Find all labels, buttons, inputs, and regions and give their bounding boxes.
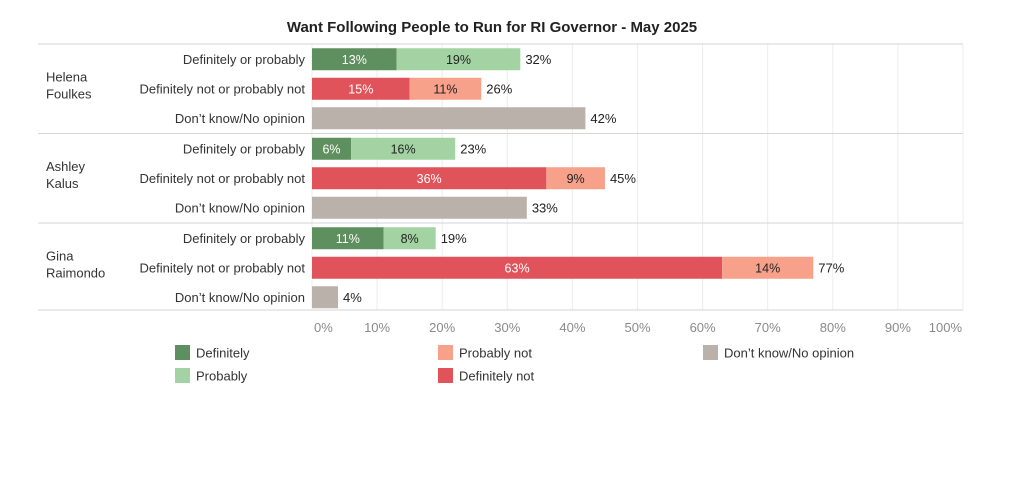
bar-segment <box>312 227 384 250</box>
group-label: Gina Raimondo <box>46 248 105 280</box>
row-category-label: Don’t know/No opinion <box>175 200 305 215</box>
total-label: 23% <box>460 141 486 156</box>
bar-segment <box>312 77 410 100</box>
total-label: 19% <box>441 231 467 246</box>
legend: Definitely Probably Probably not Definitely… <box>175 345 854 384</box>
row-category-label: Definitely or probably <box>183 231 306 246</box>
total-label: 32% <box>525 52 551 67</box>
group-label-line: Kalus <box>46 176 79 191</box>
bar-segment <box>312 107 586 130</box>
row-category-label: Definitely not or probably not <box>140 81 306 96</box>
x-axis: 0% 10% 20% 30% 40% 50% 60% 70% 80% 90% 100% <box>314 320 962 335</box>
group-label-line: Foulkes <box>46 86 92 101</box>
segment-label: 19% <box>446 53 471 67</box>
x-tick-label: 50% <box>624 320 650 335</box>
segment-label: 14% <box>755 261 780 275</box>
group-label-line: Raimondo <box>46 265 105 280</box>
row-category-label: Definitely or probably <box>183 52 306 67</box>
total-label: 77% <box>818 260 844 275</box>
group-label: Ashley Kalus <box>46 159 86 191</box>
bar-segment <box>312 167 547 190</box>
bar-segment <box>409 77 482 100</box>
bar-segment <box>383 227 436 250</box>
legend-label: Probably not <box>459 346 532 361</box>
group-label-line: Helena <box>46 69 88 84</box>
bars: 13% 19% 32% 15% 11% 26% 42% 6% 16% 23% 36% 9% 45% 33%… <box>312 48 845 309</box>
bar-segment <box>312 137 352 160</box>
bar-segment <box>351 137 456 160</box>
segment-label: 15% <box>348 82 373 96</box>
x-tick-label: 40% <box>559 320 585 335</box>
segment-label: 6% <box>322 142 340 156</box>
segment-label: 63% <box>505 261 530 275</box>
x-tick-label: 60% <box>690 320 716 335</box>
segment-label: 13% <box>342 53 367 67</box>
total-label: 42% <box>590 111 616 126</box>
bar-segment <box>722 256 814 279</box>
group-label: Helena Foulkes <box>46 69 92 101</box>
row-category-label: Don’t know/No opinion <box>175 111 305 126</box>
x-tick-label: 0% <box>314 320 333 335</box>
row-category-label: Definitely not or probably not <box>140 171 306 186</box>
bar-segment <box>312 286 339 309</box>
chart-title: Want Following People to Run for RI Gove… <box>287 19 697 36</box>
segment-label: 11% <box>433 82 457 96</box>
row-category-label: Don’t know/No opinion <box>175 290 305 305</box>
legend-swatch <box>175 345 190 360</box>
legend-label: Probably <box>196 369 248 384</box>
x-tick-label: 70% <box>755 320 781 335</box>
segment-label: 16% <box>391 142 416 156</box>
x-tick-label: 90% <box>885 320 911 335</box>
legend-swatch <box>438 345 453 360</box>
legend-label: Don’t know/No opinion <box>724 346 854 361</box>
bar-segment <box>546 167 605 190</box>
legend-swatch <box>438 368 453 383</box>
segment-label: 8% <box>401 232 419 246</box>
segment-label: 11% <box>336 232 360 246</box>
group-label-line: Gina <box>46 248 74 263</box>
segment-label: 36% <box>417 172 442 186</box>
total-label: 45% <box>610 171 636 186</box>
x-tick-label: 30% <box>494 320 520 335</box>
bar-segment <box>312 48 397 71</box>
row-groups: Helena Foulkes Definitely or probably Defin… <box>38 43 963 311</box>
bar-segment <box>312 256 723 279</box>
legend-swatch <box>703 345 718 360</box>
total-label: 4% <box>343 290 362 305</box>
legend-label: Definitely <box>196 346 250 361</box>
total-label: 26% <box>486 81 512 96</box>
x-tick-label: 10% <box>364 320 390 335</box>
row-category-label: Definitely not or probably not <box>140 260 306 275</box>
bar-segment <box>312 196 527 219</box>
row-category-label: Definitely or probably <box>183 141 306 156</box>
group-label-line: Ashley <box>46 159 86 174</box>
segment-label: 9% <box>567 172 585 186</box>
x-tick-label: 100% <box>929 320 963 335</box>
x-tick-label: 80% <box>820 320 846 335</box>
legend-label: Definitely not <box>459 369 535 384</box>
bar-segment <box>396 48 521 71</box>
x-tick-label: 20% <box>429 320 455 335</box>
legend-swatch <box>175 368 190 383</box>
total-label: 33% <box>532 200 558 215</box>
